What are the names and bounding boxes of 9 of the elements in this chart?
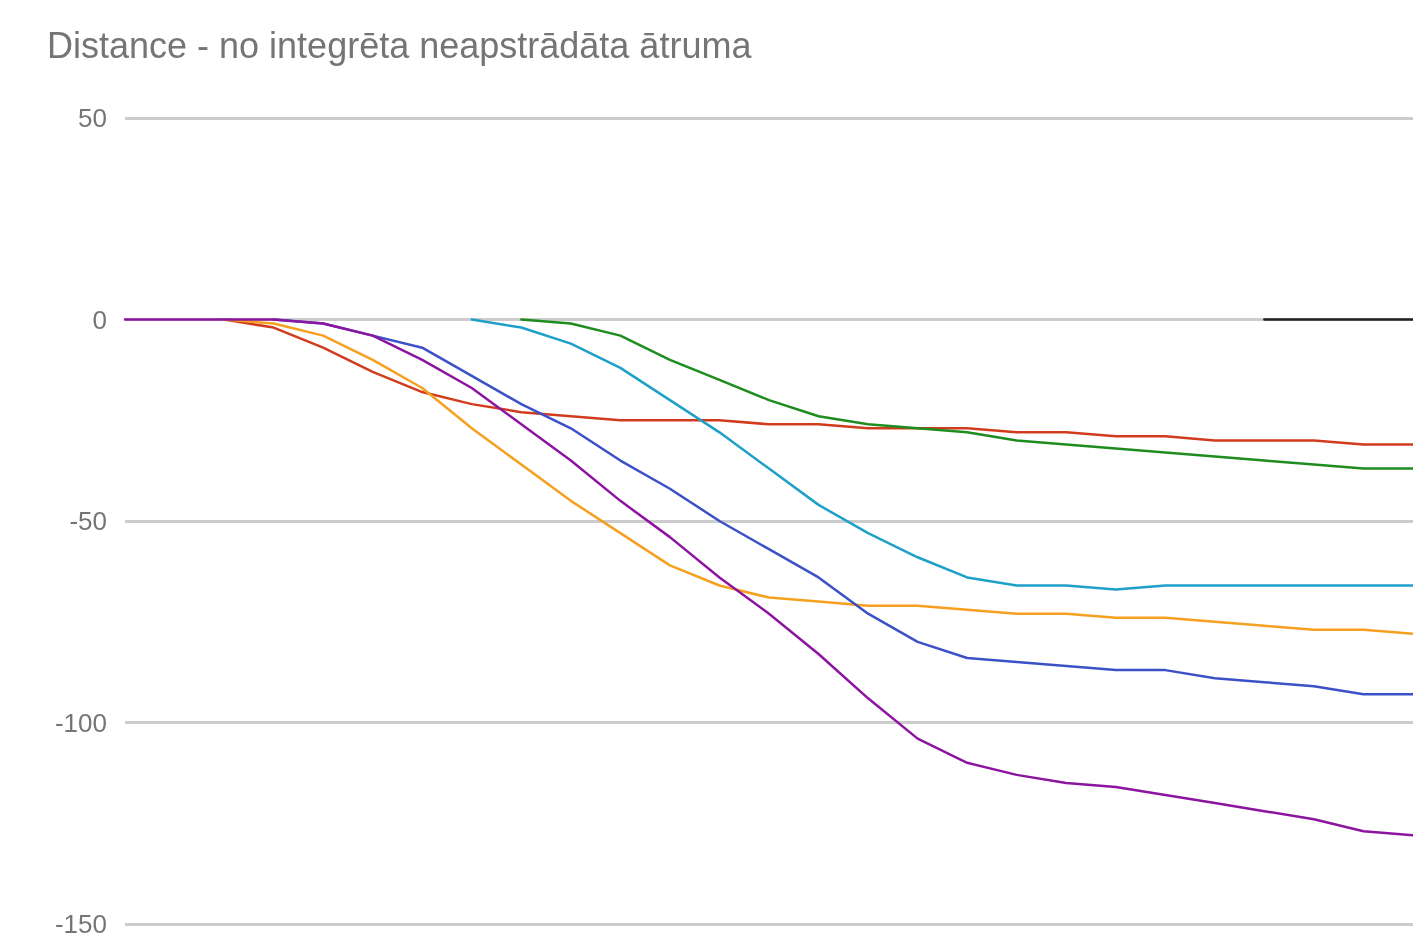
line-series: [520, 318, 1413, 470]
y-tick-label: 0: [92, 304, 107, 335]
chart-title: Distance - no integrēta neapstrādāta ātruma: [47, 24, 753, 66]
line-series: [470, 318, 1413, 591]
y-tick-label: 50: [78, 103, 107, 133]
y-tick-label: -100: [54, 707, 107, 738]
line-series: [123, 318, 1413, 837]
y-tick-label: -50: [69, 506, 107, 536]
y-tick-label: -150: [54, 909, 107, 937]
